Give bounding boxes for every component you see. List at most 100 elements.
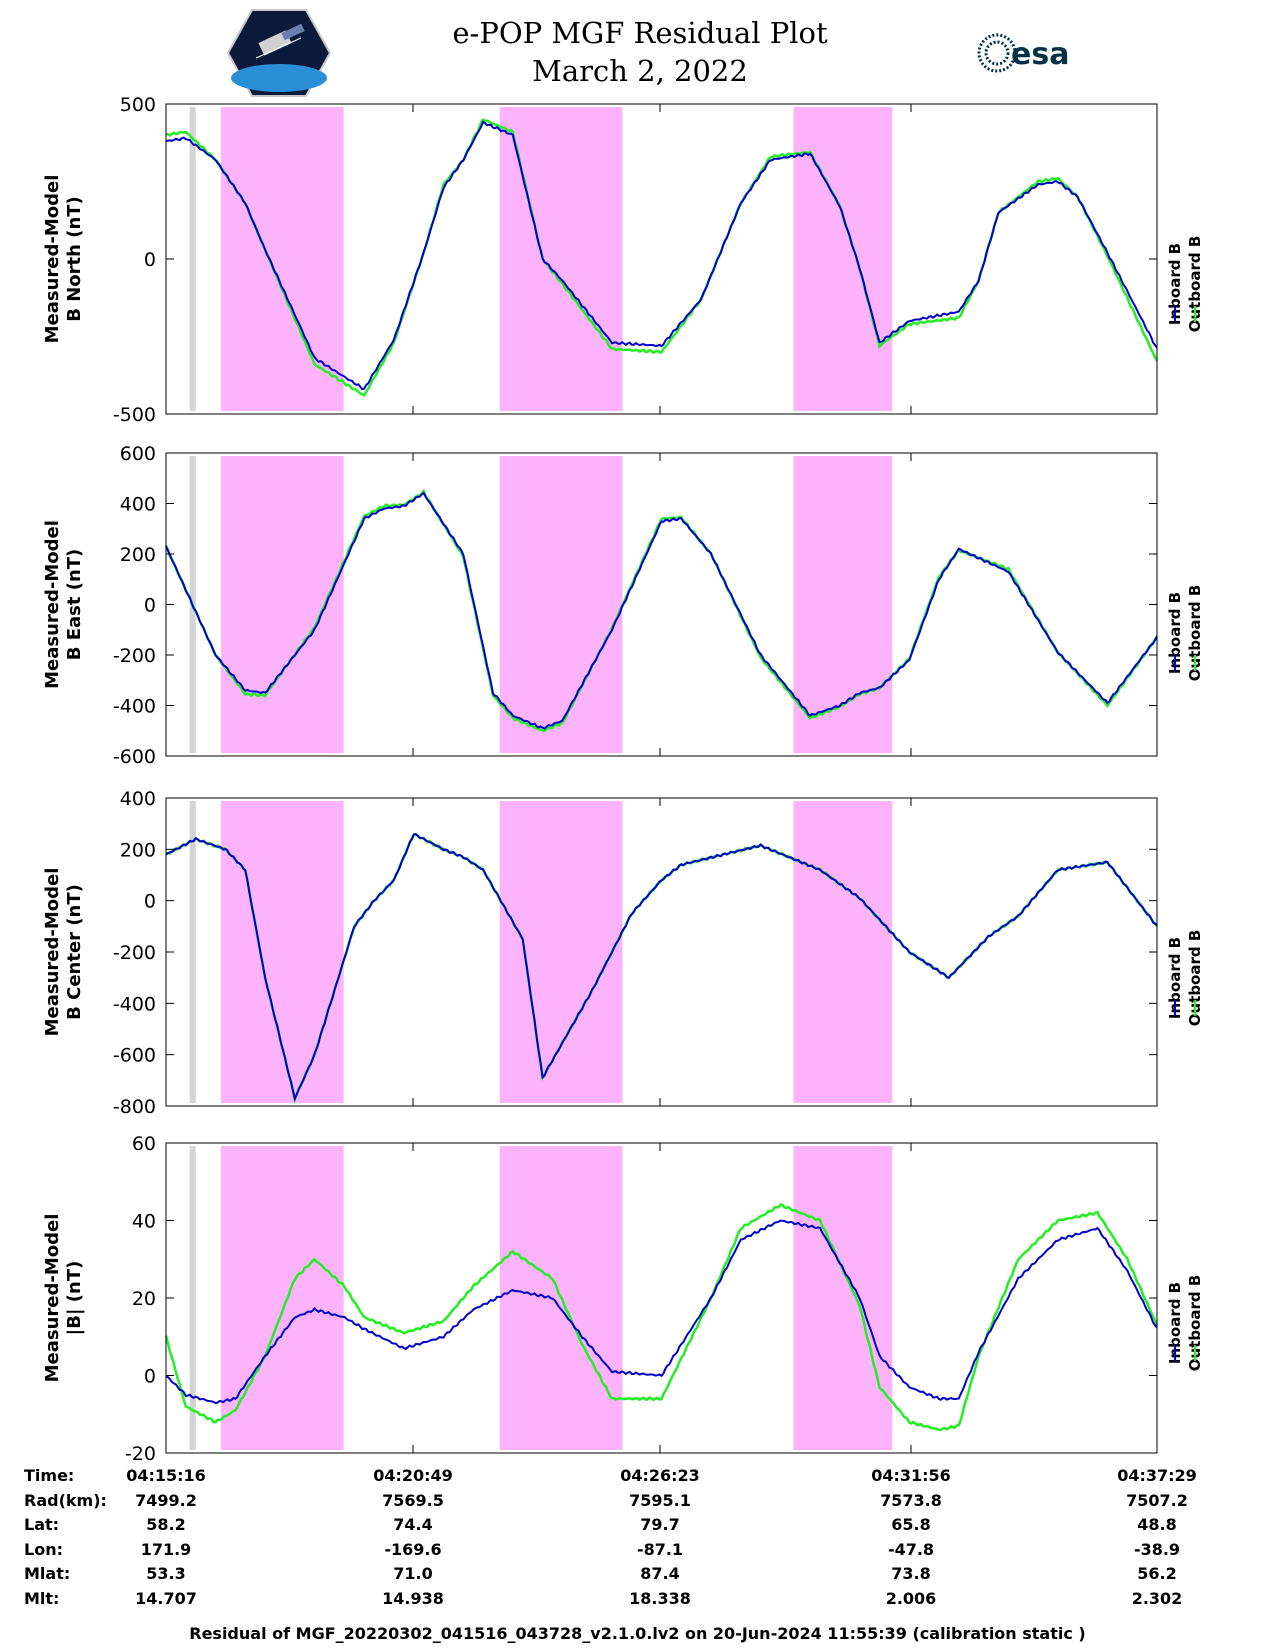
y-tick-label: 0 [144,595,156,617]
info-value: 87.4 [640,1564,680,1584]
info-value: 7573.8 [880,1490,942,1510]
shaded-interval-2 [499,456,623,753]
y-axis-label-line: Measured-Model [42,520,63,689]
info-value: 04:37:29 [1117,1466,1197,1485]
legend-label: Outboard B [1186,236,1204,333]
y-axis-label: Measured-ModelB Center (nT) [42,868,85,1037]
info-value: -87.1 [636,1539,684,1559]
y-axis-label-line: Measured-Model [42,175,63,344]
legend-label: Outboard B [1186,930,1204,1027]
legend-label: Inboard B [1166,937,1184,1019]
series-inboard [165,1219,1158,1405]
y-tick-label: -200 [113,645,156,667]
series-inboard [165,491,1158,730]
info-row: Mlat: 53.3 71.0 87.4 73.8 56.2 [0,1564,1275,1589]
footer-caption: Residual of MGF_20220302_041516_043728_v… [189,1624,1086,1643]
esa-logo: esa [977,33,1069,73]
series-outboard [164,1203,1159,1432]
info-value: 73.8 [891,1564,931,1584]
series-inboard [165,832,1158,1102]
y-axis-label-line: B Center (nT) [64,884,85,1020]
info-value: 04:15:16 [126,1466,206,1485]
legend: Inboard B Outboard B [1166,585,1204,682]
info-value: 2.006 [885,1589,937,1608]
y-tick-label: 60 [132,1133,156,1155]
info-row-label: Time: [24,1466,75,1485]
y-tick-label: 200 [120,544,156,566]
legend-label: Outboard B [1186,1275,1204,1372]
info-value: 74.4 [393,1515,433,1535]
y-axis-label-line: Measured-Model [42,1214,63,1383]
legend-label: Outboard B [1186,585,1204,682]
y-axis-label-line: B North (nT) [64,196,85,322]
info-row-label: Lon: [24,1539,63,1559]
info-value: 171.9 [140,1539,192,1559]
shaded-interval-3 [793,456,893,753]
y-tick-label: -20 [125,1443,156,1465]
data-gap-marker [189,1146,196,1450]
info-row-label: Lat: [24,1515,60,1535]
y-tick-label: 500 [120,94,156,116]
legend: Inboard B Outboard B [1166,930,1204,1027]
esa-logo-text: esa [1011,37,1069,72]
panel-4: 60 40 20 0 -20 Measured-Model|B| (nT) Inboard … [42,1133,1204,1465]
title-block: e-POP MGF Residual Plot March 2, 2022 [380,14,900,90]
info-value: -169.6 [384,1539,442,1559]
info-value: 7507.2 [1126,1490,1188,1510]
y-tick-label: -600 [113,1045,156,1067]
info-value: 56.2 [1137,1564,1177,1584]
info-row: Rad(km): 7499.2 7569.5 7595.1 7573.8 7507.2 [0,1491,1275,1516]
y-axis-label: Measured-ModelB North (nT) [42,175,85,344]
shaded-interval-3 [793,801,893,1103]
series-outboard [164,488,1159,732]
y-tick-label: -200 [113,942,156,964]
y-tick-label: 20 [132,1288,156,1310]
y-tick-label: 400 [120,494,156,516]
info-row: Time: 04:15:16 04:20:49 04:26:23 04:31:56 04:… [0,1466,1275,1491]
y-tick-label: 0 [144,1366,156,1388]
info-value: 48.8 [1137,1515,1177,1535]
info-value: 58.2 [146,1515,186,1535]
shaded-interval-3 [793,107,893,411]
info-value: 7569.5 [382,1490,444,1510]
shaded-interval-1 [221,456,344,753]
data-gap-marker [189,801,196,1103]
legend: Inboard B Outboard B [1166,1275,1204,1372]
info-row: Mlt: 14.707 14.938 18.338 2.006 2.302 [0,1589,1275,1614]
info-value: 14.707 [135,1589,197,1608]
legend-label: Inboard B [1166,592,1184,674]
panel-2: 600 400 200 0 -200 -400 -600 Measured-ModelB Ea… [42,443,1204,768]
info-value: 18.338 [629,1589,691,1608]
info-row-label: Mlat: [24,1564,71,1584]
y-tick-label: 600 [120,443,156,465]
y-tick-label: -400 [113,993,156,1015]
legend-label: Inboard B [1166,243,1184,325]
info-row-label: Mlt: [24,1589,60,1608]
info-value: 04:26:23 [620,1466,700,1485]
y-tick-label: 400 [120,788,156,810]
y-tick-label: -600 [113,746,156,768]
info-value: 53.3 [146,1564,186,1584]
y-tick-label: -800 [113,1096,156,1118]
shaded-interval-2 [499,801,623,1103]
y-axis-label-line: |B| (nT) [64,1261,85,1336]
y-axis-label-line: B East (nT) [64,549,85,661]
info-value: -47.8 [887,1539,935,1559]
info-row-label: Rad(km): [24,1490,107,1510]
y-tick-label: -400 [113,696,156,718]
panel-3: 400 200 0 -200 -400 -600 -800 Measured-ModelB C… [42,788,1204,1118]
shaded-interval-1 [221,801,344,1103]
y-axis-label-line: Measured-Model [42,868,63,1037]
chart-title: e-POP MGF Residual Plot [452,16,828,50]
info-value: 04:31:56 [871,1466,951,1485]
y-tick-label: 0 [144,891,156,913]
shaded-interval-3 [793,1146,893,1450]
info-value: -38.9 [1133,1539,1181,1559]
chart-date: March 2, 2022 [532,54,748,88]
info-value: 79.7 [640,1515,680,1535]
info-value: 71.0 [393,1564,433,1584]
info-row: Lat: 58.2 74.4 79.7 65.8 48.8 [0,1515,1275,1540]
orbit-info-table: Time: 04:15:16 04:20:49 04:26:23 04:31:56 04:… [0,1466,1275,1616]
y-axis-label: Measured-Model|B| (nT) [42,1214,85,1383]
